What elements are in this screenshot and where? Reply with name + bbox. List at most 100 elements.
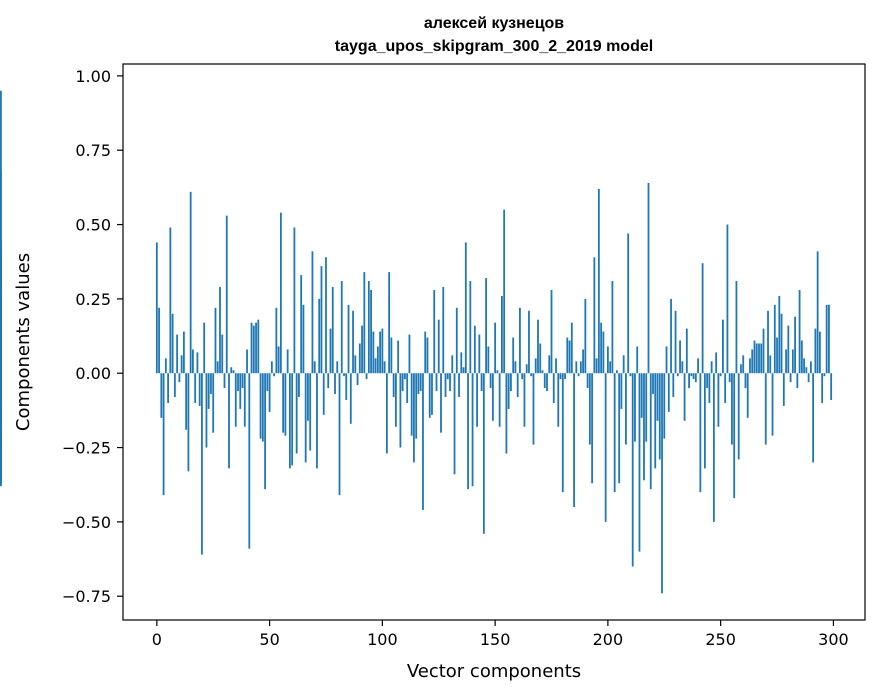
bar [336, 361, 339, 374]
bar [383, 361, 386, 374]
bar [755, 343, 758, 374]
bar [760, 343, 763, 374]
bar [823, 373, 826, 377]
bar [753, 340, 756, 374]
bar [579, 361, 582, 374]
bar [726, 224, 729, 374]
bar [316, 373, 318, 469]
bar [679, 340, 681, 374]
bar [809, 361, 812, 374]
bar [800, 340, 803, 374]
bar [327, 373, 330, 389]
bar [286, 349, 289, 374]
x-axis-ticks: 0 50 100 150 200 250 300 [152, 620, 849, 649]
bar [189, 191, 192, 374]
bar [685, 328, 688, 374]
bar [787, 325, 790, 374]
bar [683, 373, 686, 421]
bar [647, 182, 650, 374]
bar [510, 373, 512, 392]
bar [491, 373, 494, 421]
y-tick-label: 0.50 [75, 216, 111, 235]
bar [776, 337, 778, 374]
bar [311, 251, 314, 374]
bar [406, 373, 409, 403]
bar [663, 373, 666, 439]
bar [277, 346, 280, 374]
y-tick-label: 1.00 [75, 67, 111, 86]
bar [762, 328, 765, 374]
bar [681, 361, 684, 374]
bar [688, 373, 690, 389]
bar [473, 325, 476, 374]
bar [611, 281, 614, 374]
bar [464, 242, 467, 374]
bar [155, 242, 158, 374]
bar [791, 349, 794, 374]
bar [210, 373, 212, 395]
bar [385, 373, 388, 454]
bar [192, 349, 194, 374]
bar [381, 328, 384, 374]
bar [370, 289, 372, 374]
bar [719, 373, 722, 377]
bar [349, 373, 352, 424]
bar [694, 373, 697, 383]
bar [230, 367, 233, 374]
bar [264, 373, 266, 490]
bar [354, 355, 357, 374]
bar [270, 361, 273, 374]
bar [622, 355, 625, 374]
bar [512, 337, 515, 374]
bar [773, 304, 776, 374]
bar [340, 281, 343, 374]
bar [394, 373, 397, 427]
bar [573, 373, 575, 508]
bars-group [0, 90, 833, 594]
bar [343, 373, 345, 377]
bar [796, 373, 799, 389]
bar [241, 373, 244, 389]
bar [0, 373, 2, 403]
bar [550, 289, 553, 374]
y-tick-label: 0.75 [75, 141, 111, 160]
bar [482, 373, 485, 534]
bar [365, 373, 368, 380]
bar [437, 319, 440, 374]
bar [182, 331, 185, 374]
bar [525, 364, 528, 374]
bar [390, 337, 393, 374]
x-axis-label: Vector components [407, 661, 581, 682]
bar [744, 373, 747, 389]
bar [433, 289, 436, 374]
bar [185, 373, 188, 430]
bar [419, 373, 422, 392]
bar [460, 352, 463, 374]
bar [331, 286, 334, 374]
bar [548, 355, 551, 374]
bar [771, 373, 774, 436]
bar [361, 325, 363, 374]
bar [503, 209, 506, 374]
bar [237, 373, 239, 392]
bar [428, 373, 431, 418]
bar [489, 373, 492, 389]
bar [706, 373, 709, 389]
bar [404, 373, 406, 380]
bar [173, 373, 176, 398]
bar [284, 373, 287, 436]
bar [329, 328, 332, 374]
bar [593, 257, 596, 374]
bar [697, 358, 699, 374]
bar [767, 310, 769, 374]
bar [250, 322, 253, 374]
bar [374, 358, 377, 374]
bar [304, 373, 307, 463]
bar [476, 373, 478, 427]
bar [577, 373, 580, 377]
bar [595, 358, 598, 374]
bar [631, 373, 634, 567]
bar [449, 373, 451, 392]
bar [442, 286, 445, 374]
